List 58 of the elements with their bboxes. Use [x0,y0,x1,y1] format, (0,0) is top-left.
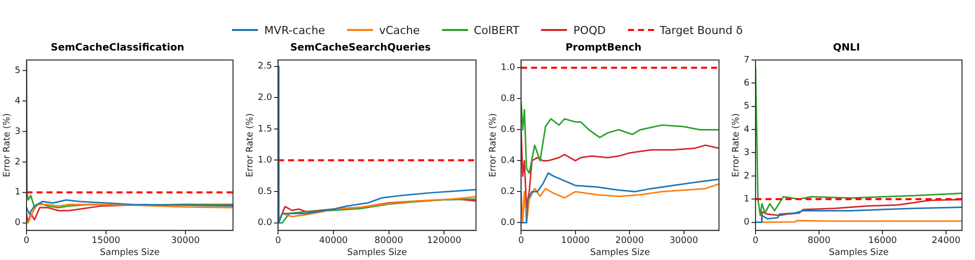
x-axis-title: Samples Size [100,248,160,258]
y-tick-label: 0 [744,218,750,228]
x-tick-label: 40000 [319,236,348,246]
x-tick-label: 0 [752,236,759,246]
y-tick-label: 2.5 [258,62,272,72]
x-tick-label: 80000 [374,236,404,246]
chart-title: QNLI [833,42,860,54]
y-tick-label: 0.0 [258,218,272,228]
y-axis-title: Error Rate (%) [732,113,742,178]
y-tick-label: 0.4 [500,156,516,166]
y-tick-label: 1 [14,188,21,198]
chart-title: SemCacheClassification [50,42,184,54]
legend-label: MVR-cache [263,24,326,36]
y-tick-label: 0.6 [500,125,516,136]
y-tick-label: 3 [14,126,21,137]
x-tick-label: 10000 [561,236,590,246]
y-tick-label: 0.0 [500,218,516,228]
chart-title: SemCacheSearchQueries [290,42,431,54]
y-tick-label: 0.5 [258,186,272,197]
x-axis-title: Samples Size [347,248,408,258]
y-tick-label: 4 [744,124,750,135]
x-tick-label: 16000 [868,236,898,246]
y-tick-label: 5 [14,66,21,76]
legend-label: POQD [572,24,606,36]
legend-label: Target Bound δ [658,24,743,36]
y-tick-label: 2 [744,171,750,182]
y-tick-label: 3 [744,148,750,158]
legend-label: vCache [378,24,420,36]
y-tick-label: 1.0 [500,63,516,74]
x-tick-label: 0 [518,236,524,246]
x-tick-label: 120000 [426,236,462,246]
x-tick-label: 30000 [171,236,200,246]
y-tick-label: 6 [744,78,750,89]
x-axis-title: Samples Size [828,248,890,258]
x-tick-label: 30000 [669,236,698,246]
x-tick-label: 0 [24,236,30,246]
y-tick-label: 1.0 [258,156,272,166]
y-axis-title: Error Rate (%) [488,113,499,178]
chart-title: PromptBench [565,42,642,54]
y-tick-label: 2 [14,157,21,168]
x-axis-title: Samples Size [590,248,650,258]
x-tick-label: 0 [275,236,282,246]
x-tick-label: 20000 [615,236,644,246]
y-tick-label: 5 [744,102,750,112]
y-tick-label: 1 [744,194,750,204]
x-tick-label: 15000 [92,236,121,246]
legend-label: ColBERT [472,24,520,36]
y-tick-label: 2.0 [258,92,272,103]
y-tick-label: 0.8 [500,94,516,104]
y-axis-title: Error Rate (%) [2,113,13,178]
y-tick-label: 7 [744,55,750,66]
x-tick-label: 24000 [932,236,961,246]
y-tick-label: 1.5 [258,124,272,134]
y-tick-label: 0.2 [500,187,516,198]
y-tick-label: 4 [14,96,21,106]
y-axis-title: Error Rate (%) [246,113,256,178]
y-tick-label: 0 [14,218,21,228]
x-tick-label: 8000 [808,236,831,246]
